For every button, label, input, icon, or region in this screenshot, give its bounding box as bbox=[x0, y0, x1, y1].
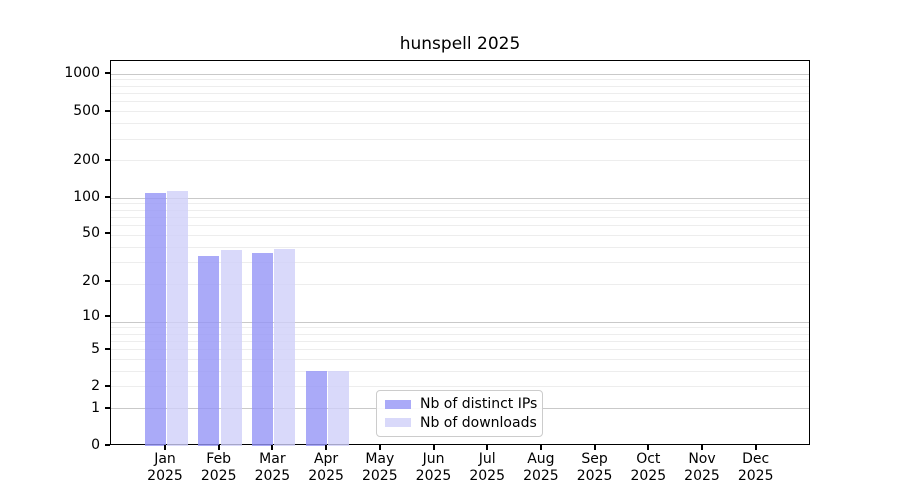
y-tick-label: 100 bbox=[73, 188, 100, 205]
gridline-major bbox=[111, 321, 809, 323]
y-tick-label: 50 bbox=[82, 225, 100, 242]
x-tick-label-may: May 2025 bbox=[361, 451, 398, 484]
y-tick-label: 10 bbox=[82, 307, 100, 324]
y-tick bbox=[105, 158, 110, 161]
bar-distinct-ips-feb bbox=[198, 256, 220, 446]
y-tick-label: 5 bbox=[91, 340, 100, 357]
gridline-minor bbox=[111, 349, 809, 351]
gridline-minor bbox=[111, 93, 809, 94]
gridline-minor bbox=[111, 123, 809, 125]
bar-downloads-feb bbox=[220, 250, 242, 446]
legend-label-distinct-ips: Nb of distinct IPs bbox=[420, 396, 538, 413]
gridline-minor bbox=[111, 327, 809, 329]
x-tick-label-jun: Jun 2025 bbox=[415, 451, 452, 484]
plot-area bbox=[110, 60, 810, 446]
gridline-minor bbox=[111, 333, 809, 335]
gridline-minor bbox=[111, 138, 809, 140]
bar-downloads-jan bbox=[167, 190, 188, 446]
y-tick-label: 500 bbox=[73, 102, 100, 119]
y-tick bbox=[105, 314, 110, 317]
bar-downloads-apr bbox=[328, 371, 350, 446]
x-tick bbox=[593, 445, 596, 450]
y-tick bbox=[105, 109, 110, 112]
y-tick-label: 0 bbox=[91, 437, 100, 453]
x-tick-label-dec: Dec 2025 bbox=[737, 451, 774, 484]
y-tick bbox=[105, 347, 110, 350]
legend-item-distinct-ips: Nb of distinct IPs bbox=[385, 396, 538, 413]
gridline-minor bbox=[111, 216, 809, 218]
bar-downloads-mar bbox=[274, 248, 296, 446]
legend: Nb of distinct IPs Nb of downloads bbox=[376, 390, 543, 437]
gridline-minor bbox=[111, 386, 809, 388]
y-tick bbox=[105, 406, 110, 409]
x-tick-label-jul: Jul 2025 bbox=[469, 451, 505, 484]
bar-distinct-ips-mar bbox=[251, 253, 273, 446]
x-tick-label-jan: Jan 2025 bbox=[147, 451, 183, 484]
chart-title: hunspell 2025 bbox=[399, 34, 521, 54]
y-tick bbox=[105, 232, 110, 235]
y-tick bbox=[105, 72, 110, 75]
gridline-minor bbox=[111, 85, 809, 87]
x-tick bbox=[539, 445, 542, 450]
gridline-minor bbox=[111, 235, 809, 236]
y-tick-label: 2 bbox=[91, 377, 100, 394]
gridline-minor bbox=[111, 262, 809, 264]
legend-item-downloads: Nb of downloads bbox=[385, 414, 537, 431]
gridline-minor bbox=[111, 79, 809, 81]
y-tick bbox=[105, 444, 110, 446]
x-tick-label-aug: Aug 2025 bbox=[523, 451, 559, 484]
x-tick bbox=[701, 445, 703, 450]
bar-distinct-ips-apr bbox=[305, 371, 327, 446]
x-tick-label-nov: Nov 2025 bbox=[684, 451, 720, 484]
x-tick-label-oct: Oct 2025 bbox=[630, 451, 667, 484]
x-tick bbox=[647, 445, 650, 450]
gridline-minor bbox=[111, 247, 809, 249]
gridline-major bbox=[111, 73, 809, 75]
y-tick bbox=[105, 384, 110, 387]
x-tick bbox=[432, 445, 435, 450]
x-tick bbox=[271, 445, 274, 450]
gridline-minor bbox=[111, 209, 809, 211]
x-tick bbox=[164, 445, 166, 450]
x-tick bbox=[325, 445, 328, 450]
bar-distinct-ips-jan bbox=[144, 192, 166, 446]
legend-swatch-downloads bbox=[385, 418, 411, 428]
gridline-minor bbox=[111, 111, 809, 113]
gridline-minor bbox=[111, 284, 809, 286]
x-tick-label-apr: Apr 2025 bbox=[308, 451, 344, 484]
y-tick-label: 1000 bbox=[64, 65, 100, 82]
x-tick-label-mar: Mar 2025 bbox=[254, 451, 291, 484]
legend-swatch-distinct-ips bbox=[385, 399, 411, 409]
y-tick-label: 200 bbox=[73, 151, 100, 168]
gridline-minor bbox=[111, 358, 809, 360]
x-tick-label-sep: Sep 2025 bbox=[576, 451, 613, 484]
gridline-minor bbox=[111, 203, 809, 205]
x-tick-label-feb: Feb 2025 bbox=[200, 451, 237, 484]
y-tick-label: 20 bbox=[82, 273, 100, 290]
y-tick bbox=[105, 195, 110, 198]
y-tick-label: 1 bbox=[91, 399, 100, 416]
gridline-minor bbox=[111, 160, 809, 162]
gridline-minor bbox=[111, 340, 809, 342]
gridline-minor bbox=[111, 101, 809, 103]
legend-label-downloads: Nb of downloads bbox=[420, 414, 537, 431]
x-tick bbox=[754, 445, 757, 450]
gridline-minor bbox=[111, 225, 809, 227]
y-tick bbox=[105, 280, 110, 283]
x-tick bbox=[378, 445, 381, 450]
x-tick bbox=[486, 445, 489, 450]
gridline-major bbox=[111, 197, 809, 199]
x-tick bbox=[217, 445, 220, 450]
gridline-minor bbox=[111, 370, 809, 372]
